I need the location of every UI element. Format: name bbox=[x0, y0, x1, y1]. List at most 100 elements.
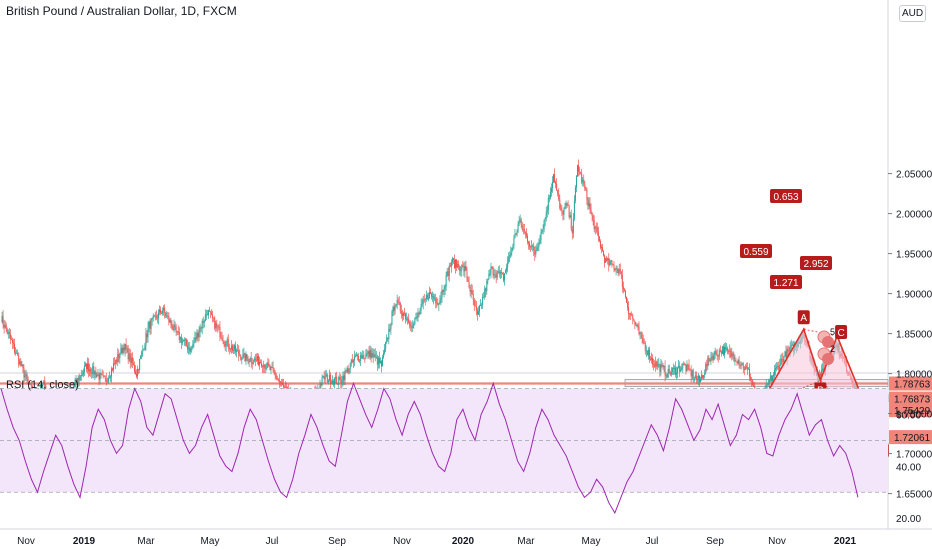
candle-body bbox=[212, 314, 214, 319]
candle-body bbox=[424, 299, 426, 301]
candle-body bbox=[484, 288, 486, 298]
price-tick-label: 1.90000 bbox=[896, 290, 932, 301]
candle-body bbox=[17, 352, 19, 356]
candle-body bbox=[114, 363, 116, 365]
candle-body bbox=[324, 376, 326, 380]
candle-body bbox=[443, 289, 445, 292]
pattern-ratio-badge[interactable] bbox=[800, 256, 832, 270]
candle-body bbox=[614, 269, 616, 271]
candle-body bbox=[375, 356, 377, 358]
candle-body bbox=[563, 208, 565, 215]
candle-body bbox=[701, 375, 703, 379]
candle-body bbox=[347, 367, 349, 373]
candle-body bbox=[225, 341, 227, 347]
candle-body bbox=[599, 240, 601, 248]
candle-body bbox=[450, 262, 452, 267]
candle-body bbox=[790, 345, 792, 348]
candle-body bbox=[392, 307, 394, 313]
candle-body bbox=[94, 371, 96, 375]
event-count-label: 2 bbox=[830, 344, 835, 354]
candle-body bbox=[188, 347, 190, 350]
pattern-point-badge[interactable] bbox=[797, 310, 810, 325]
candle-body bbox=[204, 314, 206, 321]
pattern-ratio-badge[interactable] bbox=[770, 189, 802, 203]
candle-body bbox=[641, 333, 643, 339]
candle-body bbox=[717, 355, 719, 357]
candle-body bbox=[254, 358, 256, 360]
candle-body bbox=[137, 368, 139, 377]
candle-body bbox=[472, 294, 474, 300]
candle-body bbox=[528, 241, 530, 244]
candle-body bbox=[746, 367, 748, 370]
candle-body bbox=[572, 218, 574, 234]
candle-body bbox=[229, 348, 231, 350]
pattern-ratio-label: 0.559 bbox=[743, 247, 768, 258]
price-axis[interactable]: 2.05000 2.00000 1.95000 1.90000 1.85000 1.800… bbox=[888, 170, 932, 526]
candle-body bbox=[202, 321, 204, 323]
candle-body bbox=[777, 365, 779, 367]
candle-body bbox=[617, 269, 619, 274]
candle-body bbox=[41, 387, 43, 389]
candle-body bbox=[181, 340, 183, 343]
candle-body bbox=[776, 366, 778, 369]
candle-body bbox=[700, 378, 702, 383]
candle-body bbox=[247, 358, 249, 363]
pattern-triangle-xab[interactable] bbox=[758, 329, 821, 408]
candle-body bbox=[509, 255, 511, 257]
level-price-label: 1.75429 bbox=[894, 406, 931, 417]
candle-body bbox=[412, 324, 414, 329]
candle-body bbox=[95, 371, 97, 378]
candle-body bbox=[365, 353, 367, 358]
candle-body bbox=[262, 366, 264, 368]
candle-body bbox=[226, 339, 228, 342]
candle-body bbox=[534, 250, 536, 255]
time-axis[interactable]: Nov 2019 Mar May Jul Sep Nov 2020 Mar May Jul Sep No… bbox=[17, 536, 856, 547]
candle-body bbox=[370, 349, 372, 358]
event-flag-icon[interactable] bbox=[822, 353, 834, 365]
candle-body bbox=[180, 336, 182, 343]
candle-body bbox=[178, 331, 180, 340]
event-flag-icon[interactable] bbox=[822, 336, 834, 348]
candle-body bbox=[419, 309, 421, 314]
candle-body bbox=[132, 363, 134, 365]
candle-body bbox=[533, 245, 535, 251]
candle-body bbox=[585, 188, 587, 190]
candle-body bbox=[707, 357, 709, 367]
candle-body bbox=[22, 364, 24, 368]
candle-body bbox=[676, 373, 678, 375]
candle-body bbox=[93, 366, 95, 375]
candle-body bbox=[20, 361, 22, 366]
candle-body bbox=[737, 359, 739, 364]
candle-body bbox=[581, 173, 583, 183]
candle-body bbox=[75, 378, 77, 384]
candle-body bbox=[636, 324, 638, 326]
candle-body bbox=[610, 260, 612, 262]
candle-body bbox=[326, 374, 328, 383]
candle-body bbox=[604, 255, 606, 263]
candle-body bbox=[651, 357, 653, 360]
candle-body bbox=[480, 304, 482, 306]
candle-body bbox=[14, 343, 16, 353]
currency-badge[interactable]: AUD bbox=[899, 5, 926, 22]
candle-body bbox=[101, 374, 103, 376]
candle-body bbox=[752, 380, 754, 386]
candle-body bbox=[436, 302, 438, 305]
candle-body bbox=[140, 355, 142, 360]
candle-body bbox=[157, 312, 159, 319]
rsi-line[interactable] bbox=[0, 381, 859, 515]
candle-body bbox=[343, 375, 345, 380]
candle-body bbox=[274, 372, 276, 375]
candle-body bbox=[434, 298, 436, 300]
candle-body bbox=[395, 305, 397, 307]
candle-body bbox=[116, 359, 118, 363]
candle-body bbox=[219, 327, 221, 338]
rsi-panel[interactable] bbox=[0, 381, 888, 515]
candle-body bbox=[221, 337, 223, 341]
pattern-ratio-badge[interactable] bbox=[740, 244, 772, 258]
price-tick-label: 1.65000 bbox=[896, 490, 932, 501]
pattern-ratio-badge[interactable] bbox=[770, 275, 802, 289]
candle-body bbox=[129, 353, 131, 363]
pattern-point-badge[interactable] bbox=[835, 325, 848, 339]
candle-body bbox=[515, 233, 517, 235]
